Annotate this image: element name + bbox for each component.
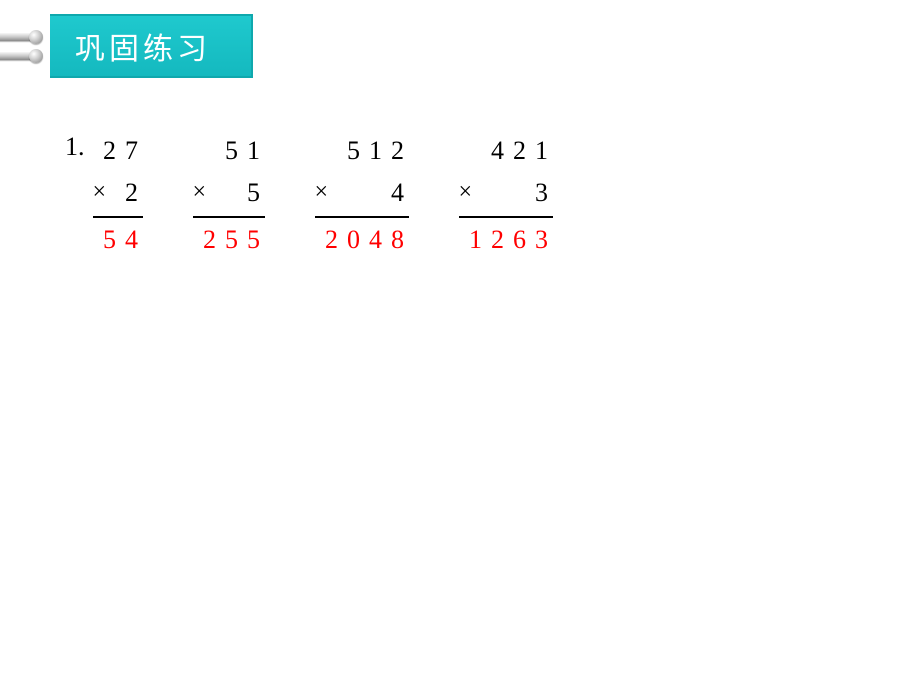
horizontal-rule <box>315 216 409 218</box>
digit: 5 <box>243 172 265 214</box>
answer-digit: 8 <box>387 220 409 259</box>
multiplier-row: × 5 <box>193 172 265 214</box>
multiplicand-row: 5 1 2 <box>343 130 409 172</box>
multiplicand-row: 5 1 <box>221 130 265 172</box>
digit: 2 <box>121 172 143 214</box>
answer-digit: 6 <box>509 220 531 259</box>
binder-rings-icon <box>0 21 50 71</box>
times-operator: × <box>93 173 121 211</box>
digit: 3 <box>531 172 553 214</box>
answer-row: 1 2 6 3 <box>465 220 553 259</box>
answer-digit: 4 <box>121 220 143 259</box>
answer-row: 2 5 5 <box>199 220 265 259</box>
answer-digit: 1 <box>465 220 487 259</box>
multiplication-problem: 2 7 × 2 5 4 <box>93 130 143 259</box>
answer-digit: 4 <box>365 220 387 259</box>
digit: 4 <box>387 172 409 214</box>
horizontal-rule <box>93 216 143 218</box>
times-operator: × <box>459 173 487 211</box>
digit: 2 <box>99 130 121 172</box>
problem-set-label: 1. <box>65 130 85 164</box>
problem-group-1: 1. 2 7 × 2 5 4 <box>65 130 143 259</box>
answer-digit: 5 <box>243 220 265 259</box>
multiplicand-row: 2 7 <box>99 130 143 172</box>
header-bar: 巩固练习 <box>0 14 253 78</box>
digit: 2 <box>387 130 409 172</box>
answer-digit: 3 <box>531 220 553 259</box>
digit: 1 <box>531 130 553 172</box>
answer-row: 2 0 4 8 <box>321 220 409 259</box>
digit: 5 <box>221 130 243 172</box>
digit: 2 <box>509 130 531 172</box>
multiplicand-row: 4 2 1 <box>487 130 553 172</box>
answer-digit: 0 <box>343 220 365 259</box>
answer-digit: 2 <box>321 220 343 259</box>
digit: 7 <box>121 130 143 172</box>
answer-digit: 2 <box>487 220 509 259</box>
digit: 5 <box>343 130 365 172</box>
times-operator: × <box>193 173 221 211</box>
multiplier-row: × 2 <box>93 172 143 214</box>
problems-container: 1. 2 7 × 2 5 4 5 1 × 5 <box>65 130 553 259</box>
times-operator: × <box>315 173 343 211</box>
horizontal-rule <box>193 216 265 218</box>
multiplication-problem: 5 1 2 × 4 2 0 4 8 <box>315 130 409 259</box>
horizontal-rule <box>459 216 553 218</box>
page-title: 巩固练习 <box>50 14 253 78</box>
multiplier-row: × 4 <box>315 172 409 214</box>
digit: 1 <box>365 130 387 172</box>
multiplication-problem: 4 2 1 × 3 1 2 6 3 <box>459 130 553 259</box>
digit: 1 <box>243 130 265 172</box>
multiplication-problem: 5 1 × 5 2 5 5 <box>193 130 265 259</box>
multiplier-row: × 3 <box>459 172 553 214</box>
answer-row: 5 4 <box>99 220 143 259</box>
answer-digit: 2 <box>199 220 221 259</box>
answer-digit: 5 <box>221 220 243 259</box>
answer-digit: 5 <box>99 220 121 259</box>
digit: 4 <box>487 130 509 172</box>
